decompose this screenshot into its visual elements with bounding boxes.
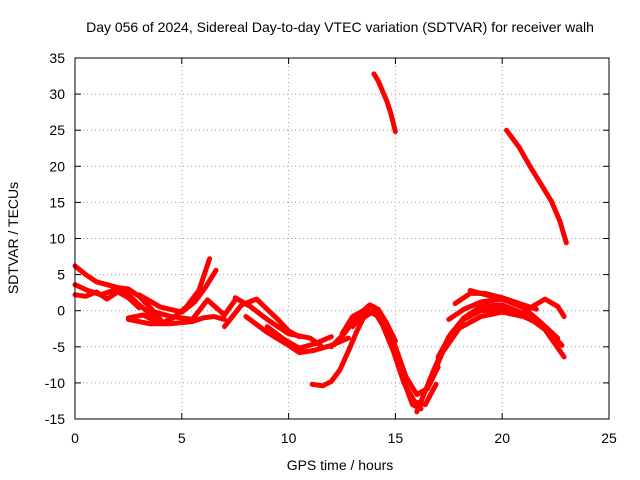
- y-tick-label: 35: [49, 50, 65, 66]
- y-tick-label: -5: [53, 339, 66, 355]
- x-tick-label: 25: [601, 430, 617, 446]
- series-trace-17: [371, 71, 398, 135]
- chart-title: Day 056 of 2024, Sidereal Day-to-day VTE…: [86, 19, 594, 35]
- series-trace-24: [504, 127, 569, 246]
- x-tick-label: 10: [281, 430, 297, 446]
- y-tick-label: -10: [45, 375, 65, 391]
- data-series: [72, 71, 569, 415]
- x-tick-label: 5: [178, 430, 186, 446]
- series-trace-20: [435, 302, 567, 360]
- y-tick-label: 0: [57, 303, 65, 319]
- x-tick-label: 15: [388, 430, 404, 446]
- y-tick-label: -15: [45, 411, 65, 427]
- series-trace-16: [360, 308, 439, 408]
- series-trace-06: [136, 267, 219, 315]
- y-tick-label: 10: [49, 231, 65, 247]
- series-trace-01: [72, 263, 163, 322]
- x-tick-label: 0: [71, 430, 79, 446]
- y-tick-label: 25: [49, 122, 65, 138]
- series-trace-23: [467, 288, 567, 319]
- y-tick-label: 20: [49, 158, 65, 174]
- series-trace-18: [414, 306, 537, 415]
- series-trace-09: [232, 295, 324, 348]
- series-trace-12: [309, 311, 368, 389]
- x-axis-label: GPS time / hours: [287, 457, 394, 473]
- x-tick-label: 20: [494, 430, 510, 446]
- series-trace-11: [264, 324, 334, 351]
- y-tick-label: 5: [57, 267, 65, 283]
- y-tick-label: 30: [49, 86, 65, 102]
- grid: [75, 58, 609, 419]
- series-trace-03: [72, 289, 142, 311]
- y-axis-label: SDTVAR / TECUs: [5, 182, 21, 294]
- axis-ticks: 0 5 10 15 20 25 -15 -10 -5 0 5 10 15 20 25 30 35: [45, 50, 617, 446]
- series-trace-07: [147, 297, 238, 322]
- y-tick-label: 15: [49, 194, 65, 210]
